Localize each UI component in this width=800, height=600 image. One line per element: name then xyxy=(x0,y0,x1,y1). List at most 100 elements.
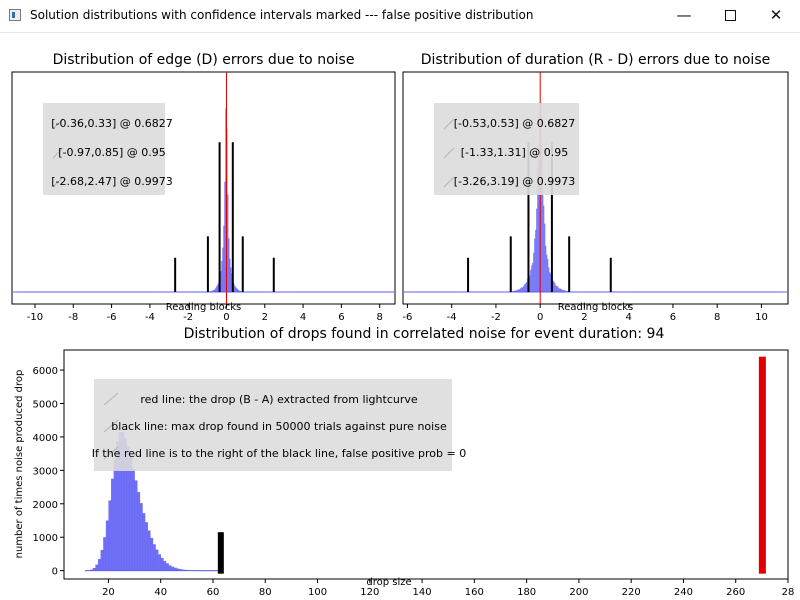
legend-entry: [-1.33,1.31] @ 0.95 xyxy=(461,146,569,159)
histogram-bar xyxy=(237,289,239,292)
legend-swatch xyxy=(103,419,119,433)
histogram-bar xyxy=(540,102,542,292)
histogram-bar xyxy=(227,194,229,292)
histogram-bar xyxy=(512,291,514,292)
histogram-bar xyxy=(210,291,212,292)
histogram-bar xyxy=(535,229,537,292)
histogram-bar xyxy=(523,285,525,292)
histogram-bar xyxy=(520,288,522,292)
y-tick-label: 5000 xyxy=(33,399,58,410)
histogram-bar xyxy=(553,281,555,292)
histogram-bar xyxy=(113,458,117,571)
histogram-bar xyxy=(221,261,223,292)
histogram-bar xyxy=(171,566,175,571)
maximize-icon xyxy=(724,10,736,21)
histogram-bar xyxy=(524,284,526,292)
histogram-bar xyxy=(521,287,523,292)
x-tick-label: -2 xyxy=(491,312,501,323)
x-tick-label: 260 xyxy=(726,587,745,598)
histogram-bar xyxy=(548,267,550,292)
histogram-bar xyxy=(126,446,130,571)
histogram-bar xyxy=(158,554,162,571)
histogram-bar xyxy=(564,290,566,292)
histogram-bar xyxy=(225,108,227,293)
histogram-bar xyxy=(537,169,539,292)
legend-entry: If the red line is to the right of the b… xyxy=(92,447,466,460)
histogram-bar xyxy=(549,272,551,292)
histogram-bar xyxy=(541,142,543,292)
legend-entry: [-0.36,0.33] @ 0.6827 xyxy=(51,117,173,130)
histogram-bar xyxy=(531,265,533,292)
x-tick-label: 240 xyxy=(674,587,693,598)
histogram-bar xyxy=(550,273,552,292)
histogram-bar xyxy=(105,520,109,571)
histogram-bar xyxy=(514,290,516,292)
x-tick-label: 0 xyxy=(223,312,229,323)
histogram-bar xyxy=(530,269,532,292)
histogram-bar xyxy=(103,537,107,571)
histogram-bar xyxy=(536,208,538,292)
title-bar: Solution distributions with confidence i… xyxy=(0,0,800,33)
histogram-bar xyxy=(559,288,561,292)
histogram-bar xyxy=(544,223,546,292)
histogram-bar xyxy=(100,549,104,571)
legend-swatch xyxy=(443,176,455,188)
histogram-bar xyxy=(217,284,219,292)
histogram-bar xyxy=(229,258,231,292)
histogram-bar xyxy=(131,468,135,571)
x-tick-label: 100 xyxy=(308,587,327,598)
legend-swatch xyxy=(103,446,119,460)
histogram-bar xyxy=(179,569,182,571)
histogram-bar xyxy=(121,432,125,571)
window-title: Solution distributions with confidence i… xyxy=(30,8,534,22)
histogram-bar xyxy=(124,438,128,571)
histogram-bar xyxy=(511,291,513,292)
histogram-bar xyxy=(223,225,225,292)
x-tick-label: 200 xyxy=(569,587,588,598)
histogram-bar xyxy=(545,245,547,292)
histogram-bar xyxy=(542,188,544,292)
histogram-bar xyxy=(558,287,560,292)
x-tick-label: 140 xyxy=(413,587,432,598)
legend-box xyxy=(43,103,165,195)
legend-swatch xyxy=(52,176,64,188)
x-tick-label: 2 xyxy=(262,312,268,323)
x-axis-label: Reading blocks xyxy=(558,302,634,313)
x-tick-label: 4 xyxy=(626,312,632,323)
histogram-bar xyxy=(526,282,528,292)
histogram-bar xyxy=(118,431,122,571)
histogram-bar xyxy=(557,286,559,292)
y-tick-label: 3000 xyxy=(33,466,58,477)
histogram-bar xyxy=(533,252,535,292)
x-tick-label: -4 xyxy=(447,312,457,323)
histogram-bar xyxy=(212,290,214,292)
x-tick-label: -6 xyxy=(107,312,117,323)
histogram-bar xyxy=(235,287,237,292)
x-tick-label: 120 xyxy=(360,587,379,598)
minimize-button[interactable]: — xyxy=(676,6,692,24)
histogram-bar xyxy=(214,289,216,292)
histogram-bar xyxy=(163,560,167,571)
x-tick-label: 220 xyxy=(622,587,641,598)
histogram-bar xyxy=(233,283,235,292)
histogram-bar xyxy=(555,285,557,292)
y-tick-label: 0 xyxy=(52,567,58,578)
legend-entry: black line: max drop found in 50000 tria… xyxy=(111,420,447,433)
x-tick-label: 0 xyxy=(537,312,543,323)
legend-box xyxy=(434,103,579,195)
x-tick-label: 28 xyxy=(782,587,795,598)
histogram-bar xyxy=(230,267,232,292)
close-button[interactable]: ✕ xyxy=(769,6,783,24)
histogram-bar xyxy=(228,238,230,292)
histogram-bar xyxy=(565,290,567,292)
maximize-button[interactable] xyxy=(707,0,753,31)
x-tick-label: 8 xyxy=(714,312,720,323)
histogram-bar xyxy=(518,289,520,292)
y-axis-label: number of times noise produced drop xyxy=(14,370,25,559)
histogram-bar xyxy=(108,500,112,571)
chart-title: Distribution of duration (R - D) errors … xyxy=(421,52,770,68)
histogram-bar xyxy=(562,290,564,292)
histogram-bar xyxy=(160,557,164,571)
histogram-bar xyxy=(538,146,540,292)
histogram-bar xyxy=(97,558,101,571)
